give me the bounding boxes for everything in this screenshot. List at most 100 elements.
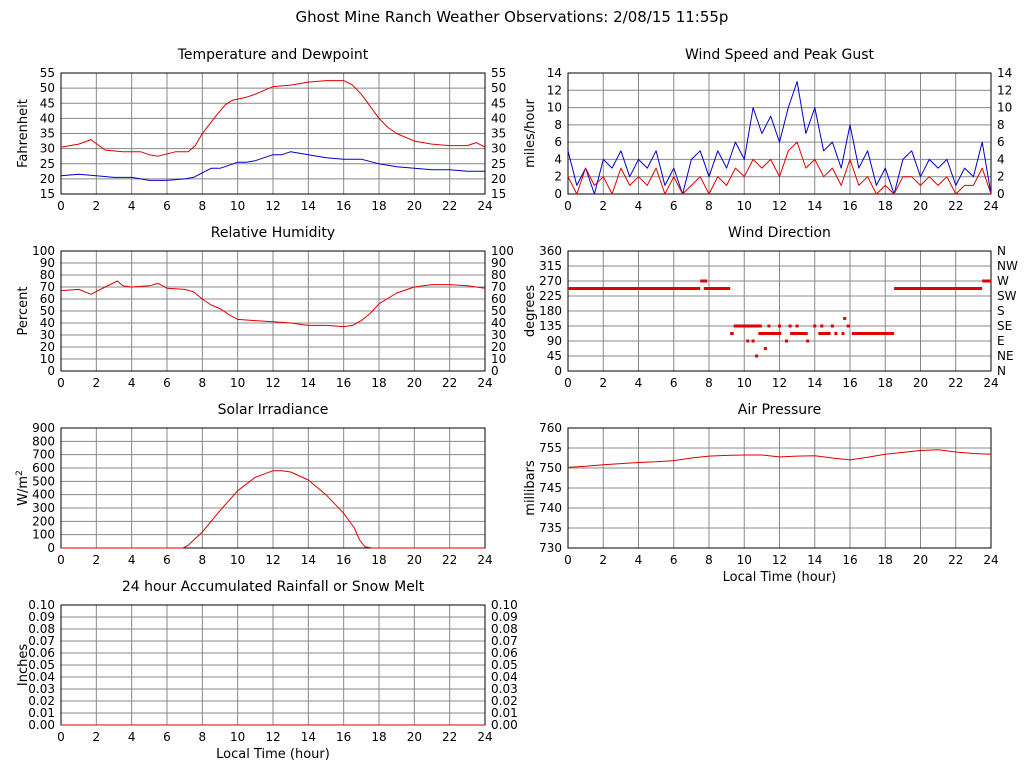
solar-y-tick-label: 300: [32, 501, 55, 515]
wind-direction-right-tick-label: N: [997, 364, 1006, 378]
temperature-x-tick-label: 2: [93, 199, 101, 213]
wind-direction-right-tick-label: N: [997, 244, 1006, 258]
wind-speed-series-line-0: [567, 81, 992, 195]
wind-direction-plot-frame: [567, 250, 992, 372]
solar-y-tick-label: 700: [32, 448, 55, 462]
pressure-x-tick-label: 20: [913, 553, 928, 567]
humidity-right-tick-label: 30: [491, 328, 506, 342]
wind-direction-y-tick-label: 180: [539, 304, 562, 318]
wind-direction-point: [820, 324, 824, 328]
wind-direction-x-tick-label: 18: [878, 376, 893, 390]
rainfall-x-tick-label: 2: [93, 730, 101, 744]
humidity-y-tick-label: 10: [40, 352, 55, 366]
rainfall-panel: 24 hour Accumulated Rainfall or Snow Mel…: [16, 579, 518, 762]
rainfall-title: 24 hour Accumulated Rainfall or Snow Mel…: [122, 579, 425, 595]
wind-speed-right-tick-label: 4: [997, 152, 1005, 166]
temperature-y-tick-label: 30: [40, 142, 55, 156]
wind-direction-right-tick-label: SW: [997, 289, 1017, 303]
temperature-right-tick-label: 45: [491, 96, 506, 110]
humidity-right-tick-label: 70: [491, 280, 506, 294]
wind-speed-x-tick-label: 4: [635, 199, 643, 213]
temperature-right-tick-label: 15: [491, 187, 506, 201]
humidity-y-tick-label: 80: [40, 268, 55, 282]
rainfall-right-tick-label: 0.05: [491, 658, 518, 672]
temperature-y-tick-label: 25: [40, 157, 55, 171]
temperature-right-tick-label: 25: [491, 157, 506, 171]
humidity-right-tick-label: 0: [491, 364, 499, 378]
temperature-y-axis-label: Fahrenheit: [16, 99, 31, 168]
wind-speed-x-tick-label: 8: [705, 199, 713, 213]
rainfall-x-tick-label: 0: [57, 730, 65, 744]
humidity-y-tick-label: 50: [40, 304, 55, 318]
solar-y-tick-label: 600: [32, 461, 55, 475]
wind-direction-y-tick-label: 315: [539, 259, 562, 273]
wind-speed-right-tick-label: 10: [997, 101, 1012, 115]
rainfall-x-axis-label: Local Time (hour): [216, 747, 330, 762]
rainfall-right-tick-label: 0.00: [491, 718, 518, 732]
temperature-right-tick-label: 40: [491, 111, 506, 125]
humidity-right-tick-label: 60: [491, 292, 506, 306]
pressure-x-tick-label: 14: [807, 553, 822, 567]
wind-direction-right-tick-label: W: [997, 274, 1009, 288]
humidity-y-tick-label: 40: [40, 316, 55, 330]
solar-y-tick-label: 200: [32, 514, 55, 528]
pressure-plot-frame: [567, 427, 992, 549]
wind-speed-x-tick-label: 12: [772, 199, 787, 213]
rainfall-right-tick-label: 0.10: [491, 598, 518, 612]
pressure-y-axis-label: millibars: [523, 460, 538, 516]
temperature-right-tick-label: 55: [491, 66, 506, 80]
wind-direction-point: [767, 324, 771, 328]
wind-direction-right-tick-label: NW: [997, 259, 1018, 273]
rainfall-right-tick-label: 0.02: [491, 694, 518, 708]
wind-direction-point: [755, 354, 759, 358]
pressure-x-tick-label: 4: [635, 553, 643, 567]
rainfall-x-tick-label: 4: [128, 730, 136, 744]
wind-direction-x-tick-label: 12: [772, 376, 787, 390]
pressure-y-tick-label: 755: [539, 441, 562, 455]
wind-speed-right-tick-label: 6: [997, 135, 1005, 149]
pressure-x-tick-label: 22: [948, 553, 963, 567]
rainfall-x-tick-label: 12: [265, 730, 280, 744]
temperature-y-tick-label: 15: [40, 187, 55, 201]
rainfall-y-tick-label: 0.10: [28, 598, 55, 612]
rainfall-right-tick-label: 0.03: [491, 682, 518, 696]
rainfall-x-tick-label: 6: [163, 730, 171, 744]
pressure-y-tick-label: 760: [539, 421, 562, 435]
wind-direction-point: [788, 324, 792, 328]
wind-speed-x-tick-label: 20: [913, 199, 928, 213]
rainfall-x-tick-label: 18: [371, 730, 386, 744]
wind-speed-plot-frame: [567, 72, 992, 195]
humidity-x-tick-label: 14: [301, 376, 316, 390]
wind-direction-x-tick-label: 8: [705, 376, 713, 390]
temperature-x-tick-label: 18: [371, 199, 386, 213]
wind-direction-x-tick-label: 22: [948, 376, 963, 390]
wind-speed-x-tick-label: 16: [842, 199, 857, 213]
solar-x-tick-label: 16: [336, 553, 351, 567]
rainfall-right-tick-label: 0.04: [491, 670, 518, 684]
humidity-x-tick-label: 4: [128, 376, 136, 390]
rainfall-y-tick-label: 0.06: [28, 646, 55, 660]
wind-direction-point: [795, 324, 799, 328]
solar-x-tick-label: 18: [371, 553, 386, 567]
wind-direction-right-tick-label: E: [997, 334, 1005, 348]
rainfall-right-tick-label: 0.07: [491, 634, 518, 648]
humidity-x-tick-label: 10: [230, 376, 245, 390]
temperature-y-tick-label: 55: [40, 66, 55, 80]
pressure-x-tick-label: 10: [737, 553, 752, 567]
wind-direction-point: [746, 339, 750, 343]
wind-direction-point: [806, 339, 810, 343]
pressure-x-tick-label: 12: [772, 553, 787, 567]
pressure-x-tick-label: 2: [599, 553, 607, 567]
rainfall-x-tick-label: 24: [477, 730, 492, 744]
wind-direction-point: [751, 339, 755, 343]
solar-x-tick-label: 2: [93, 553, 101, 567]
rainfall-y-tick-label: 0.09: [28, 610, 55, 624]
temperature-y-tick-label: 40: [40, 111, 55, 125]
rainfall-y-tick-label: 0.01: [28, 706, 55, 720]
temperature-x-tick-label: 10: [230, 199, 245, 213]
pressure-y-tick-label: 740: [539, 501, 562, 515]
rainfall-x-tick-label: 16: [336, 730, 351, 744]
